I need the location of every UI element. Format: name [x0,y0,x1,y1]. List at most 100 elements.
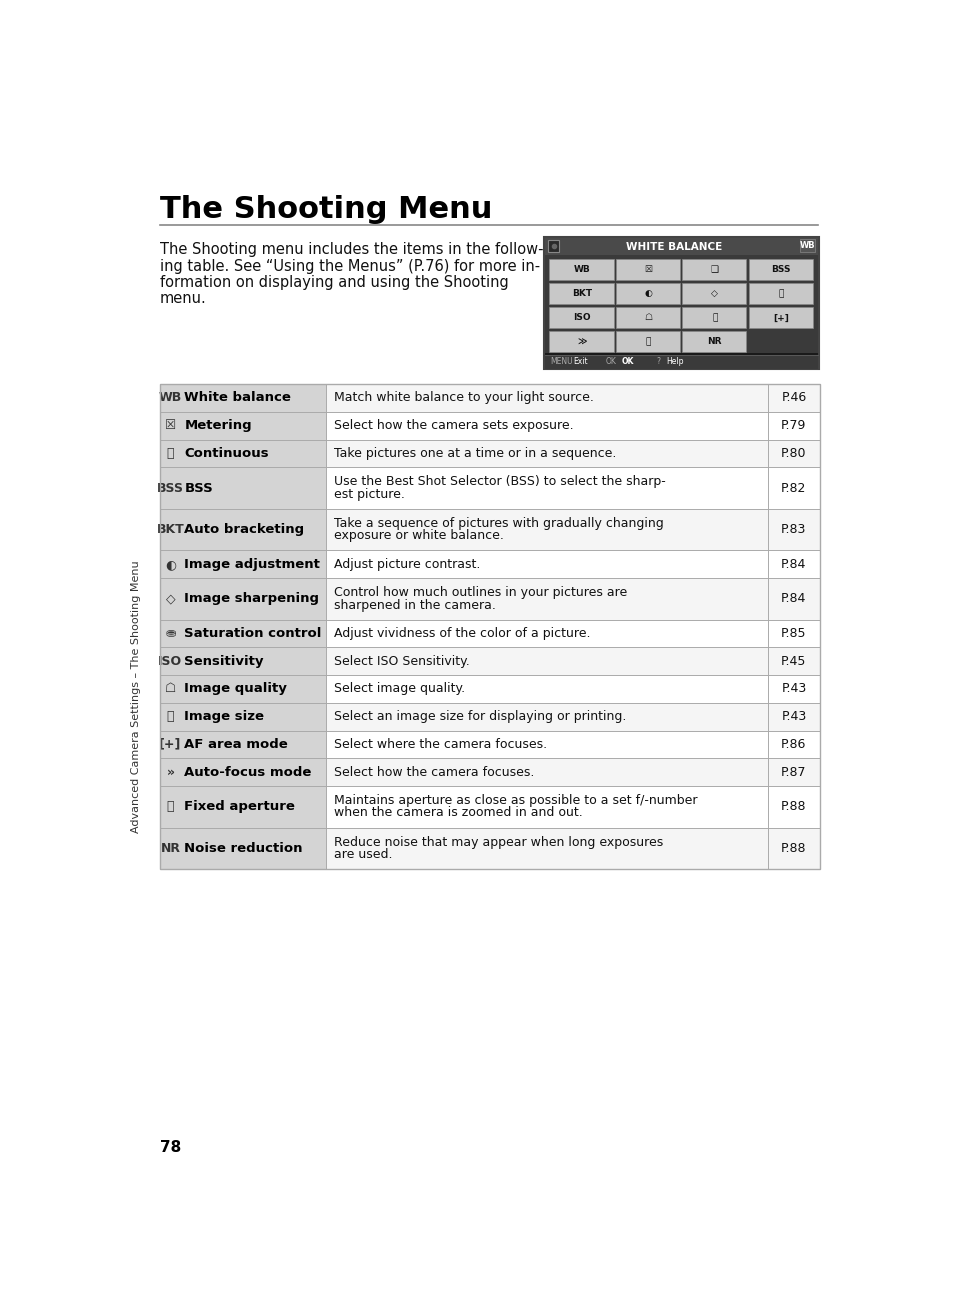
Bar [326,758,819,786]
Text: Select how the camera focuses.: Select how the camera focuses. [334,766,534,779]
Bar [544,255,818,353]
Bar [549,259,613,280]
Text: P.86: P.86 [781,738,805,750]
Text: Reduce noise that may appear when long exposures: Reduce noise that may appear when long e… [334,836,662,849]
Bar [681,283,745,305]
Text: Auto-focus mode: Auto-focus mode [184,766,312,779]
Bar [544,355,818,369]
Text: Select how the camera sets exposure.: Select how the camera sets exposure. [334,419,573,432]
Text: Adjust picture contrast.: Adjust picture contrast. [334,557,479,570]
Text: The Shooting Menu: The Shooting Menu [159,194,492,223]
Text: P.82: P.82 [781,481,805,494]
Text: [+]: [+] [773,314,788,322]
Text: Sensitivity: Sensitivity [184,654,264,668]
Text: P.43: P.43 [781,682,805,695]
Text: ing table. See “Using the Menus” (P.76) for more in-: ing table. See “Using the Menus” (P.76) … [159,259,539,273]
Bar [549,283,613,305]
Text: sharpened in the camera.: sharpened in the camera. [334,599,496,611]
Text: Advanced Camera Settings – The Shooting Menu: Advanced Camera Settings – The Shooting … [132,560,141,833]
Text: est picture.: est picture. [334,487,404,501]
Bar [159,384,326,869]
Text: AF area mode: AF area mode [184,738,288,750]
Text: OK: OK [605,357,617,367]
Text: Exit: Exit [573,357,587,367]
Text: Select where the camera focuses.: Select where the camera focuses. [334,738,546,750]
Text: are used.: are used. [334,848,392,861]
Text: BSS: BSS [771,265,790,275]
Text: P.88: P.88 [781,800,806,813]
Text: WB: WB [573,265,590,275]
Bar [544,238,818,255]
Bar [616,331,679,352]
Text: Image adjustment: Image adjustment [184,557,320,570]
Text: BKT: BKT [156,523,184,536]
Text: ⛂: ⛂ [165,627,175,640]
Bar [326,551,819,578]
Text: MENU: MENU [550,357,572,367]
Bar [326,731,819,758]
Bar [549,306,613,328]
Text: P.85: P.85 [781,627,806,640]
Text: exposure or white balance.: exposure or white balance. [334,530,503,543]
Text: White balance: White balance [184,392,291,405]
Text: Use the Best Shot Selector (BSS) to select the sharp-: Use the Best Shot Selector (BSS) to sele… [334,476,665,489]
Bar [326,786,819,828]
Bar [748,259,812,280]
Text: ◇: ◇ [711,289,718,298]
Bar [681,306,745,328]
Bar [326,468,819,509]
Text: ⚿: ⚿ [778,289,783,298]
Bar [748,283,812,305]
Bar [681,259,745,280]
Text: Noise reduction: Noise reduction [184,842,302,855]
Text: ≫: ≫ [577,338,586,347]
Text: Match white balance to your light source.: Match white balance to your light source… [334,392,593,405]
Bar [159,384,819,869]
Text: menu.: menu. [159,290,206,306]
Bar [616,306,679,328]
Text: P.84: P.84 [781,557,805,570]
Bar [326,411,819,439]
Text: WB: WB [799,240,815,250]
Text: WHITE BALANCE: WHITE BALANCE [625,242,721,251]
Text: [+]: [+] [159,738,181,750]
Text: BKT: BKT [571,289,591,298]
Text: ◐: ◐ [643,289,652,298]
Text: »: » [166,766,174,779]
Text: BSS: BSS [156,481,184,494]
Bar [326,509,819,551]
Text: Select an image size for displaying or printing.: Select an image size for displaying or p… [334,710,625,723]
Bar [616,283,679,305]
Bar [748,306,812,328]
Text: Select ISO Sensitivity.: Select ISO Sensitivity. [334,654,469,668]
Text: P.46: P.46 [781,392,805,405]
Bar [326,648,819,675]
Text: Control how much outlines in your pictures are: Control how much outlines in your pictur… [334,586,626,599]
Text: ⬜: ⬜ [167,447,174,460]
Bar [681,331,745,352]
Text: 78: 78 [159,1141,181,1155]
Text: Maintains aperture as close as possible to a set f/-number: Maintains aperture as close as possible … [334,794,697,807]
Text: ?: ? [656,357,659,367]
Text: formation on displaying and using the Shooting: formation on displaying and using the Sh… [159,275,508,289]
Text: ⬛: ⬛ [167,710,174,723]
Text: NR: NR [707,338,721,347]
Text: ◐: ◐ [165,557,175,570]
Text: P.87: P.87 [781,766,806,779]
Text: Image sharpening: Image sharpening [184,593,319,606]
Text: P.79: P.79 [781,419,805,432]
Bar [326,675,819,703]
Text: P.45: P.45 [781,654,805,668]
Text: ☒: ☒ [165,419,176,432]
Text: ISO: ISO [158,654,182,668]
Text: ⚿: ⚿ [645,338,650,347]
Text: OK: OK [620,357,633,367]
Text: ISO: ISO [573,314,590,322]
Text: ⚿: ⚿ [167,800,174,813]
Bar [799,239,815,251]
Text: ☖: ☖ [643,314,652,322]
Bar [326,703,819,731]
Text: Saturation control: Saturation control [184,627,321,640]
Text: Image quality: Image quality [184,682,287,695]
Bar [326,384,819,411]
